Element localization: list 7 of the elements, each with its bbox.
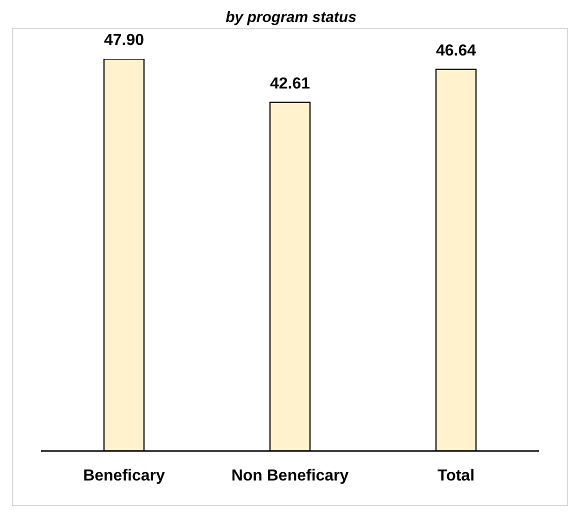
data-label: 42.61 xyxy=(270,75,310,92)
x-tick-label: Beneficary xyxy=(83,467,166,484)
x-tick-label: Total xyxy=(437,467,475,484)
x-tick-label: Non Beneficary xyxy=(231,467,349,484)
data-label: 46.64 xyxy=(436,42,476,60)
chart-title: by program status xyxy=(224,8,358,28)
data-label: 47.90 xyxy=(104,32,144,49)
